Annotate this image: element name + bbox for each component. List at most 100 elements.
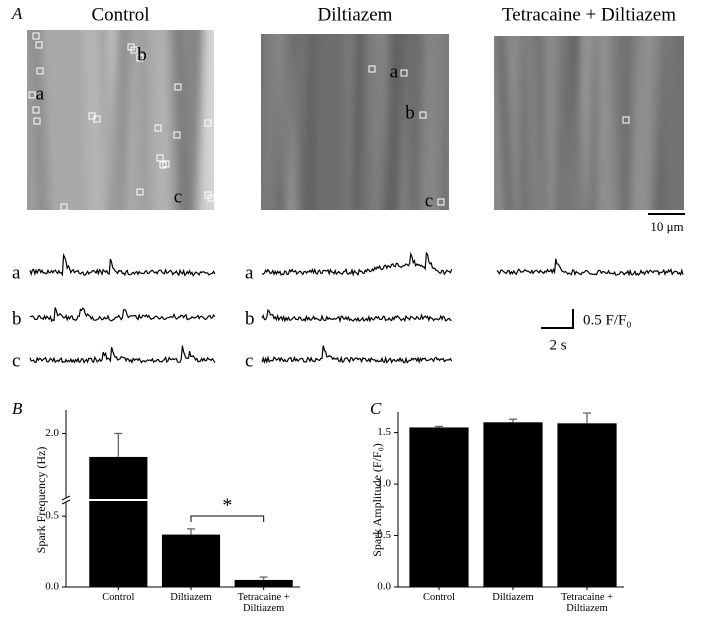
bar — [483, 422, 543, 587]
cell-stripe — [685, 26, 703, 220]
panel-label: C — [370, 399, 382, 418]
axis-break — [61, 499, 71, 505]
roi-box — [156, 154, 164, 162]
roi-label: a — [36, 83, 45, 104]
bar-break-gap — [88, 499, 149, 501]
roi-box — [93, 115, 101, 123]
cell-stripe — [366, 34, 385, 210]
y-tick-label: 1.0 — [377, 478, 391, 490]
cell-stripe — [171, 30, 189, 210]
fluorescence-trace — [261, 251, 453, 277]
fluorescence-trace — [30, 307, 216, 323]
roi-label: a — [390, 61, 399, 82]
calibration-label: 2 s — [549, 337, 566, 353]
cell-stripe — [523, 36, 542, 210]
fluorescence-trace — [261, 308, 452, 324]
trace-label: a — [12, 262, 21, 283]
bar — [89, 456, 148, 587]
trace-label: a — [245, 262, 254, 283]
cell-texture — [261, 34, 449, 210]
y-tick-label: 2.0 — [45, 427, 59, 439]
cell-stripe — [629, 36, 655, 210]
trace-label: c — [245, 350, 253, 371]
roi-box — [32, 106, 40, 114]
y-axis-label: Spark Frequency (Hz) — [34, 447, 48, 554]
x-tick-label: Diltiazem — [492, 592, 534, 603]
cell-texture — [495, 26, 703, 220]
roi-box — [60, 203, 68, 210]
roi-box — [136, 54, 144, 62]
roi-box — [207, 194, 214, 202]
x-tick-label: Diltiazem — [170, 592, 212, 603]
roi-box — [28, 91, 36, 99]
roi-box — [32, 32, 40, 40]
roi-box — [174, 83, 182, 91]
roi-label: b — [137, 44, 147, 65]
bar — [557, 423, 617, 587]
roi-box — [154, 124, 162, 132]
roi-box — [419, 111, 427, 119]
panel-label: B — [12, 399, 23, 418]
roi-box — [204, 119, 212, 127]
roi-box — [622, 116, 630, 124]
micrograph — [494, 26, 703, 220]
cell-stripe — [670, 36, 684, 210]
significance-bracket — [190, 515, 265, 522]
roi-box — [130, 46, 138, 54]
roi-label: b — [405, 102, 415, 123]
fluorescence-trace — [29, 345, 216, 364]
axis-break — [61, 495, 71, 501]
bar — [234, 579, 293, 587]
cell-stripe — [595, 36, 612, 210]
image-title: Tetracaine + Diltiazem — [502, 4, 676, 25]
significance-label: * — [222, 495, 232, 517]
calibration-label: 0.5 F/F₀ — [583, 312, 632, 328]
cell-stripe — [385, 34, 405, 210]
panel-label: A — [11, 4, 23, 23]
roi-box — [162, 160, 170, 168]
cell-stripe — [107, 30, 133, 210]
scale-bar-label: 10 μm — [650, 219, 683, 234]
roi-box — [173, 131, 181, 139]
cell-stripe — [690, 26, 703, 220]
y-tick-label: 0.0 — [45, 581, 59, 593]
y-tick-label: 1.5 — [377, 426, 391, 438]
roi-box — [437, 198, 445, 206]
x-tick-label: Tetracaine + Diltiazem — [560, 592, 614, 614]
x-tick-label: Control — [422, 592, 456, 603]
cell-stripe — [564, 36, 580, 210]
roi-box — [136, 188, 144, 196]
y-tick-label: 0.0 — [377, 581, 391, 593]
roi-label: c — [425, 190, 433, 211]
roi-box — [33, 117, 41, 125]
y-tick-label: 0.5 — [45, 510, 59, 522]
cell-stripe — [343, 34, 354, 210]
roi-box — [400, 69, 408, 77]
micrograph — [261, 34, 449, 210]
fluorescence-trace — [496, 258, 684, 277]
x-tick-label: Control — [102, 592, 135, 603]
fluorescence-trace — [29, 252, 216, 277]
bar — [161, 534, 221, 587]
roi-label: c — [174, 186, 182, 207]
y-tick-label: 0.5 — [377, 529, 391, 541]
roi-box — [368, 65, 376, 73]
bar — [409, 427, 469, 587]
trace-label: b — [12, 308, 22, 329]
cell-stripe — [406, 34, 415, 210]
cell-stripe — [350, 34, 366, 210]
trace-label: b — [245, 308, 255, 329]
cell-stripe — [219, 20, 236, 220]
cell-stripe — [290, 34, 315, 210]
cell-stripe — [495, 36, 514, 210]
image-title: Diltiazem — [318, 4, 393, 25]
image-title: Control — [91, 4, 149, 25]
roi-box — [35, 41, 43, 49]
micrograph — [27, 20, 236, 220]
cell-stripe — [137, 30, 152, 210]
roi-box — [36, 67, 44, 75]
y-axis-label: Spark Amplitude (F/F₀) — [370, 443, 384, 557]
trace-label: c — [12, 350, 20, 371]
